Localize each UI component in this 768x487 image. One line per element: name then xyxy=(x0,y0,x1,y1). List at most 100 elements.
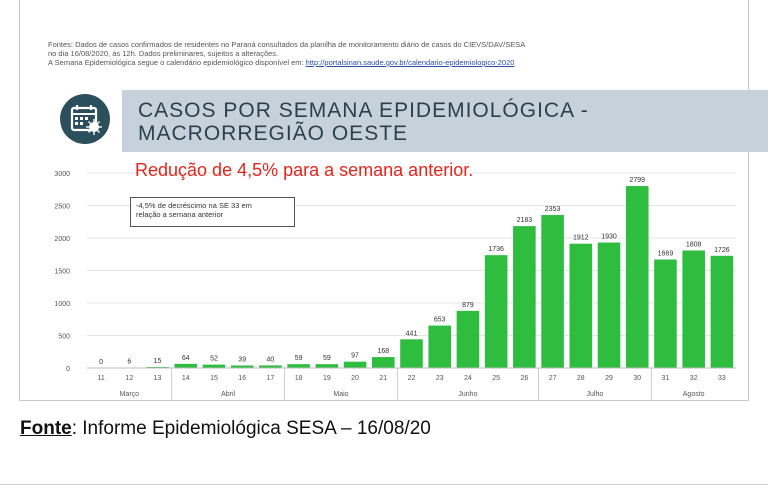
sources-note: Fontes: Dados de casos confirmados de re… xyxy=(48,40,688,67)
chart-title-line-2: MACRORREGIÃO OESTE xyxy=(138,122,409,145)
x-tick-label: 14 xyxy=(182,375,190,382)
sources-line-2: no dia 16/08/2020, às 12h. Dados prelimi… xyxy=(48,49,279,58)
x-tick-label: 25 xyxy=(492,375,500,382)
bar xyxy=(202,364,226,368)
bar-value-label: 1912 xyxy=(573,235,589,242)
bar xyxy=(597,242,621,368)
bar-value-label: 1930 xyxy=(601,234,617,241)
bar-value-label: 97 xyxy=(351,353,359,360)
bar xyxy=(343,361,367,368)
y-tick-label: 2500 xyxy=(54,204,70,211)
title-band: CASOS POR SEMANA EPIDEMIOLÓGICA - MACROR… xyxy=(122,90,768,152)
bar-value-label: 40 xyxy=(267,356,275,363)
bar-value-label: 1736 xyxy=(488,246,504,253)
chart-header: CASOS POR SEMANA EPIDEMIOLÓGICA - MACROR… xyxy=(60,90,768,152)
bar-value-label: 441 xyxy=(406,330,418,337)
x-tick-label: 31 xyxy=(662,375,670,382)
bar xyxy=(287,364,310,368)
calendar-virus-icon xyxy=(60,94,110,144)
bar xyxy=(513,226,536,368)
slide-frame: Fontes: Dados de casos confirmados de re… xyxy=(19,0,768,401)
x-tick-label: 12 xyxy=(125,375,133,382)
bar-value-label: 59 xyxy=(323,355,331,362)
bar xyxy=(428,325,452,368)
x-tick-label: 17 xyxy=(267,375,275,382)
annotation-box: -4,5% de decréscimo na SE 33 em relação … xyxy=(130,197,295,227)
sources-line-3-prefix: A Semana Epidemiológica segue o calendár… xyxy=(48,58,306,67)
footer-source: Fonte: Informe Epidemiológica SESA – 16/… xyxy=(20,418,431,440)
y-tick-label: 1500 xyxy=(54,269,70,276)
footer-text: : Informe Epidemiológica SESA – 16/08/20 xyxy=(71,418,431,439)
x-tick-label: 19 xyxy=(323,375,331,382)
x-tick-label: 15 xyxy=(210,375,218,382)
bar-value-label: 879 xyxy=(462,302,474,309)
x-tick-label: 26 xyxy=(520,375,528,382)
x-tick-label: 22 xyxy=(408,375,416,382)
bar xyxy=(569,243,593,368)
x-tick-label: 33 xyxy=(718,375,726,382)
x-tick-label: 16 xyxy=(238,375,246,382)
bar-value-label: 1726 xyxy=(714,247,730,254)
x-tick-label: 28 xyxy=(577,375,585,382)
bar xyxy=(456,310,480,368)
bar xyxy=(230,365,254,368)
bar-value-label: 39 xyxy=(238,356,246,363)
bar xyxy=(625,186,649,368)
bar-value-label: 653 xyxy=(434,317,446,324)
bar-value-label: 15 xyxy=(154,358,162,365)
bar-value-label: 1808 xyxy=(686,241,702,248)
bar-value-label: 6 xyxy=(127,359,131,366)
y-tick-label: 500 xyxy=(58,334,70,341)
reduction-callout: Redução de 4,5% para a semana anterior. xyxy=(135,160,474,180)
x-tick-label: 11 xyxy=(97,375,104,382)
bar-value-label: 168 xyxy=(377,348,389,355)
x-tick-label: 20 xyxy=(351,375,359,382)
bar-value-label: 2799 xyxy=(629,177,645,184)
bar-chart: 0 500 1000 1500 2000 2500 3000 0 11 6 12 15 13 64 14 52… xyxy=(54,171,736,400)
calendar-link[interactable]: http://portalsinan.saude.gov.br/calendar… xyxy=(305,58,515,67)
month-label: Agosto xyxy=(683,391,705,398)
x-tick-label: 27 xyxy=(549,375,557,382)
x-tick-label: 32 xyxy=(690,375,698,382)
x-tick-label: 18 xyxy=(295,375,303,382)
annotation-line-1: -4,5% de decréscimo na SE 33 em xyxy=(136,201,252,210)
x-tick-label: 29 xyxy=(605,375,613,382)
x-tick-label: 30 xyxy=(633,375,641,382)
y-tick-label: 3000 xyxy=(54,171,70,178)
bar xyxy=(174,363,198,368)
footer-label: Fonte xyxy=(20,418,72,439)
annotation-line-2: relação a semana anterior xyxy=(136,210,224,219)
bar-value-label: 2353 xyxy=(545,206,561,213)
bar xyxy=(315,364,339,368)
y-tick-label: 1000 xyxy=(54,301,70,308)
x-tick-label: 23 xyxy=(436,375,444,382)
x-tick-label: 13 xyxy=(154,375,162,382)
bar xyxy=(259,365,282,368)
chart-title-line-1: CASOS POR SEMANA EPIDEMIOLÓGICA - xyxy=(138,99,589,122)
bar xyxy=(710,255,734,368)
y-tick-label: 0 xyxy=(66,366,70,373)
bar xyxy=(371,357,395,368)
month-label: Abril xyxy=(221,391,235,398)
sources-line-3: A Semana Epidemiológica segue o calendár… xyxy=(48,58,688,67)
bar xyxy=(654,259,677,368)
bar xyxy=(541,215,564,368)
x-tick-label: 24 xyxy=(464,375,472,382)
month-label: Maio xyxy=(333,391,348,398)
bar-value-label: 2183 xyxy=(517,217,533,224)
sources-line-1: Fontes: Dados de casos confirmados de re… xyxy=(48,40,526,49)
bottom-divider xyxy=(0,484,768,485)
bar-value-label: 64 xyxy=(182,355,190,362)
month-label: Junho xyxy=(458,391,477,398)
bar xyxy=(484,255,508,368)
bar-value-label: 1669 xyxy=(658,251,674,258)
bar xyxy=(682,250,705,368)
bar-value-label: 0 xyxy=(99,359,103,366)
y-tick-label: 2000 xyxy=(54,236,70,243)
bar-value-label: 52 xyxy=(210,356,218,363)
bar-value-label: 59 xyxy=(295,355,303,362)
month-label: Março xyxy=(120,391,140,398)
bar xyxy=(400,339,423,368)
x-tick-label: 21 xyxy=(379,375,387,382)
month-label: Julho xyxy=(587,391,604,398)
